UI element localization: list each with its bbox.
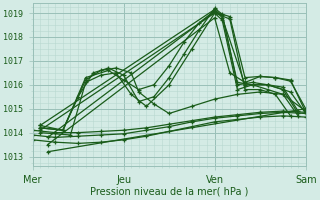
X-axis label: Pression niveau de la mer( hPa ): Pression niveau de la mer( hPa ) xyxy=(90,187,248,197)
